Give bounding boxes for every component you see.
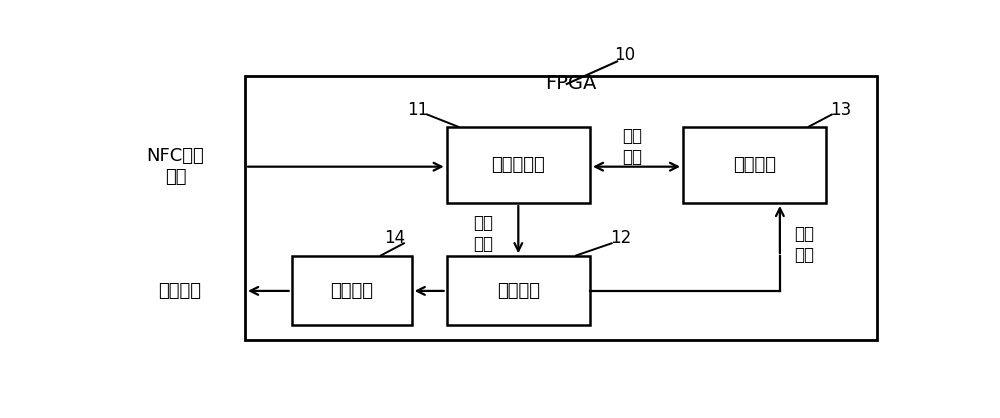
- Bar: [292, 256, 412, 325]
- Bar: [447, 127, 590, 203]
- Text: 微控制器: 微控制器: [733, 156, 776, 174]
- Text: NFC模拟
信号: NFC模拟 信号: [146, 147, 204, 186]
- Text: 数字
信号: 数字 信号: [473, 214, 493, 253]
- Text: 10: 10: [614, 46, 635, 64]
- Text: 转换
速度: 转换 速度: [623, 127, 643, 166]
- Text: 13: 13: [830, 101, 852, 119]
- Text: 输出模块: 输出模块: [330, 282, 373, 300]
- Text: 解码模块: 解码模块: [497, 282, 540, 300]
- Bar: [683, 127, 826, 203]
- Text: 解码信号: 解码信号: [158, 282, 201, 300]
- Text: 12: 12: [610, 229, 632, 247]
- Text: 11: 11: [407, 101, 429, 119]
- Text: FPGA: FPGA: [545, 74, 596, 94]
- Bar: [447, 256, 590, 325]
- Text: 溢出
信号: 溢出 信号: [794, 225, 814, 264]
- Bar: [245, 76, 877, 340]
- Text: 模数转换器: 模数转换器: [491, 156, 545, 174]
- Text: 14: 14: [384, 229, 405, 247]
